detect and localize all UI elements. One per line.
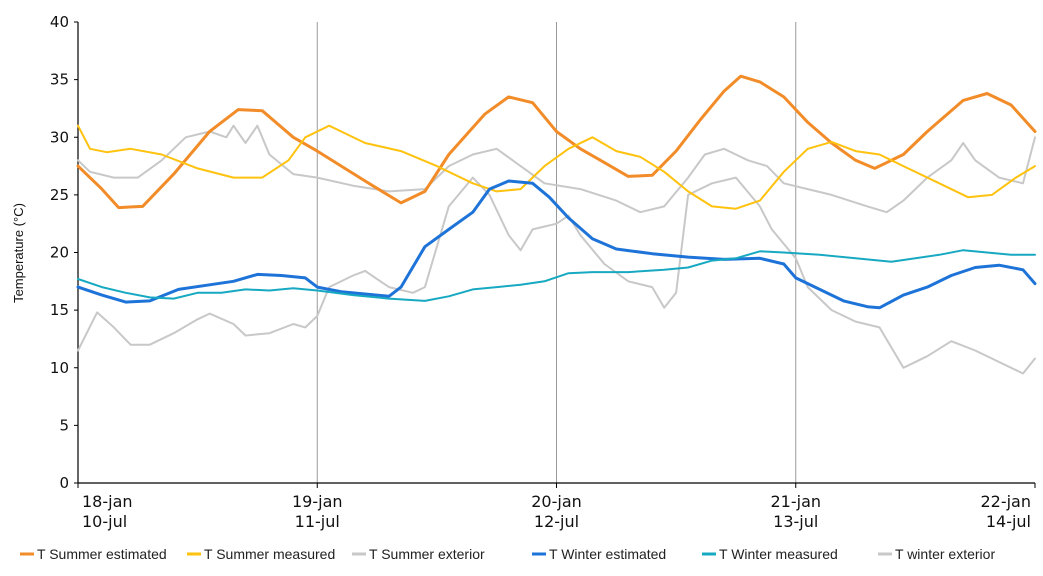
x-tick-label-1-line1: 19-jan — [292, 492, 343, 511]
y-tick-label-20: 20 — [50, 244, 69, 262]
x-tick-label-4-line1: 22-jan — [980, 492, 1031, 511]
legend-label-1: T Summer measured — [204, 546, 335, 562]
legend-label-0: T Summer estimated — [37, 546, 167, 562]
legend-label-3: T Winter estimated — [549, 546, 666, 562]
legend: T Summer estimated T Summer measured T Sum… — [20, 546, 995, 562]
series-line-t-summer-estimated — [76, 74, 1037, 210]
series-line-t-winter-estimated — [76, 179, 1037, 310]
x-tick-label-2-line1: 20-jan — [531, 492, 582, 511]
legend-label-2: T Summer exterior — [369, 546, 485, 562]
x-tick-label-0-line1: 18-jan — [82, 492, 133, 511]
y-tick-label-5: 5 — [59, 416, 69, 434]
x-tick-label-2-line2: 12-jul — [534, 512, 579, 531]
y-tick-label-0: 0 — [59, 474, 69, 492]
x-tick-label-0-line2: 10-jul — [82, 512, 127, 531]
series-lines — [76, 74, 1037, 375]
series-line-t-summer-exterior — [77, 124, 1036, 214]
x-tick-label-1-line2: 11-jul — [295, 512, 340, 531]
y-tick-label-25: 25 — [50, 186, 69, 204]
series-line-t-winter-exterior — [77, 176, 1036, 375]
series-line-t-summer-measured — [77, 124, 1036, 210]
y-axis-label: Temperature (°C) — [11, 203, 26, 303]
y-tick-label-35: 35 — [50, 71, 69, 89]
series-line-t-winter-measured — [77, 249, 1036, 302]
x-tick-label-4-line2: 14-jul — [986, 512, 1031, 531]
x-tick-label-3-line1: 21-jan — [770, 492, 821, 511]
y-tick-labels: 0 5 10 15 20 25 30 35 40 — [50, 13, 78, 492]
y-tick-label-30: 30 — [50, 128, 69, 146]
y-tick-label-15: 15 — [50, 301, 69, 319]
y-tick-label-40: 40 — [50, 13, 69, 31]
legend-label-4: T Winter measured — [719, 546, 838, 562]
x-tick-label-3-line2: 13-jul — [773, 512, 818, 531]
legend-label-5: T winter exterior — [895, 546, 995, 562]
y-tick-label-10: 10 — [50, 359, 69, 377]
